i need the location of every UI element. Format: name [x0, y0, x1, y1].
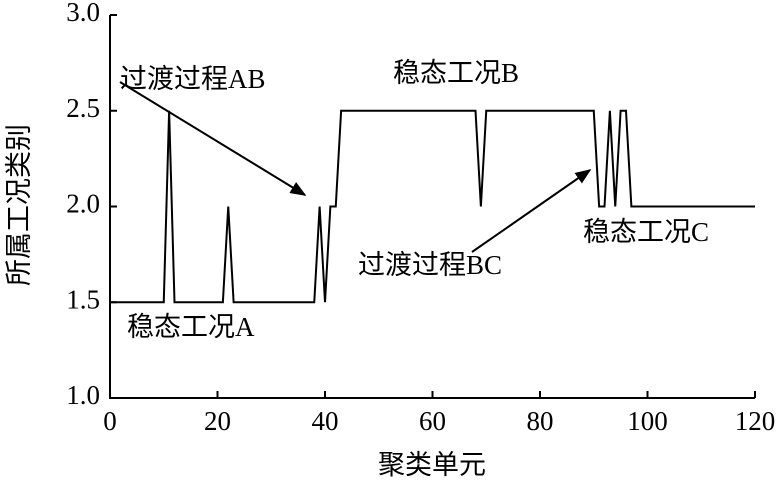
y-tick-label: 3.0: [66, 0, 100, 27]
x-tick-label: 40: [312, 406, 339, 436]
x-tick-label: 100: [627, 406, 668, 436]
x-tick-label: 60: [419, 406, 446, 436]
x-tick-label: 120: [735, 406, 776, 436]
arrow: [119, 81, 307, 196]
y-tick-label: 2.0: [66, 189, 100, 219]
annotation: 稳态工况C: [583, 217, 709, 247]
x-axis-label: 聚类单元: [378, 450, 486, 480]
arrow: [471, 169, 592, 253]
y-tick-label: 1.0: [66, 380, 100, 410]
y-axis-label: 所属工况类别: [4, 124, 34, 286]
annotation: 稳态工况A: [127, 312, 255, 342]
annotation: 稳态工况B: [393, 58, 519, 88]
x-tick-label: 80: [527, 406, 554, 436]
y-tick-label: 1.5: [66, 284, 100, 314]
y-tick-label: 2.5: [66, 93, 100, 123]
x-tick-label: 0: [103, 406, 117, 436]
x-tick-label: 20: [204, 406, 231, 436]
annotation: 过渡过程AB: [120, 64, 266, 94]
annotation: 过渡过程BC: [358, 250, 502, 280]
data-line: [110, 109, 755, 304]
